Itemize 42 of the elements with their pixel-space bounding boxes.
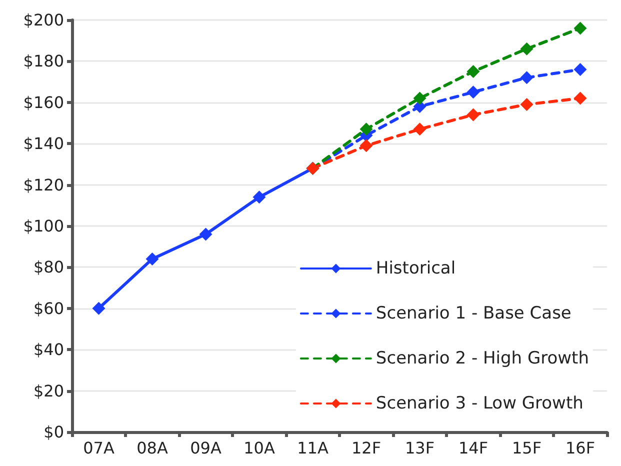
point bbox=[574, 92, 587, 105]
point bbox=[146, 252, 159, 266]
point bbox=[520, 71, 534, 84]
point bbox=[466, 108, 480, 122]
point bbox=[199, 228, 212, 241]
y-tick-label: $100 bbox=[23, 216, 64, 236]
y-tick-label: $120 bbox=[23, 175, 64, 194]
y-tick-label: $180 bbox=[23, 52, 64, 71]
point bbox=[92, 302, 106, 315]
x-tick-label: 14F bbox=[458, 438, 488, 458]
legend-label: Scenario 3 - Low Growth bbox=[376, 394, 584, 414]
x-tick-label: 15F bbox=[512, 438, 542, 458]
point bbox=[360, 139, 373, 152]
point bbox=[574, 22, 587, 35]
point bbox=[252, 190, 266, 204]
y-tick-label: $0 bbox=[44, 422, 64, 442]
legend-label: Scenario 2 - High Growth bbox=[376, 348, 590, 368]
y-tick-label: $200 bbox=[23, 10, 64, 30]
y-tick-label: $140 bbox=[23, 134, 64, 154]
x-tick-label: 11A bbox=[297, 438, 328, 458]
y-tick-label: $80 bbox=[33, 258, 64, 277]
point bbox=[520, 98, 534, 111]
legend-label: Scenario 1 - Base Case bbox=[376, 304, 572, 324]
y-tick-label: $20 bbox=[33, 381, 64, 400]
x-tick-label: 12F bbox=[351, 438, 382, 458]
legend-label: Historical bbox=[376, 258, 456, 278]
point bbox=[413, 122, 426, 136]
x-tick-label: 08A bbox=[136, 438, 168, 458]
y-tick-label: $60 bbox=[33, 298, 64, 318]
y-tick-label: $40 bbox=[33, 340, 64, 360]
x-tick-label: 07A bbox=[83, 438, 114, 458]
point bbox=[574, 62, 587, 76]
point bbox=[466, 65, 480, 78]
x-tick-label: 10A bbox=[244, 438, 275, 458]
x-tick-label: 16F bbox=[565, 438, 596, 458]
x-tick-label: 13F bbox=[404, 438, 435, 458]
point bbox=[520, 42, 534, 56]
x-tick-label: 09A bbox=[190, 438, 222, 458]
y-tick-label: $160 bbox=[23, 92, 64, 112]
point bbox=[413, 92, 426, 105]
point bbox=[466, 86, 480, 99]
point bbox=[360, 122, 373, 136]
